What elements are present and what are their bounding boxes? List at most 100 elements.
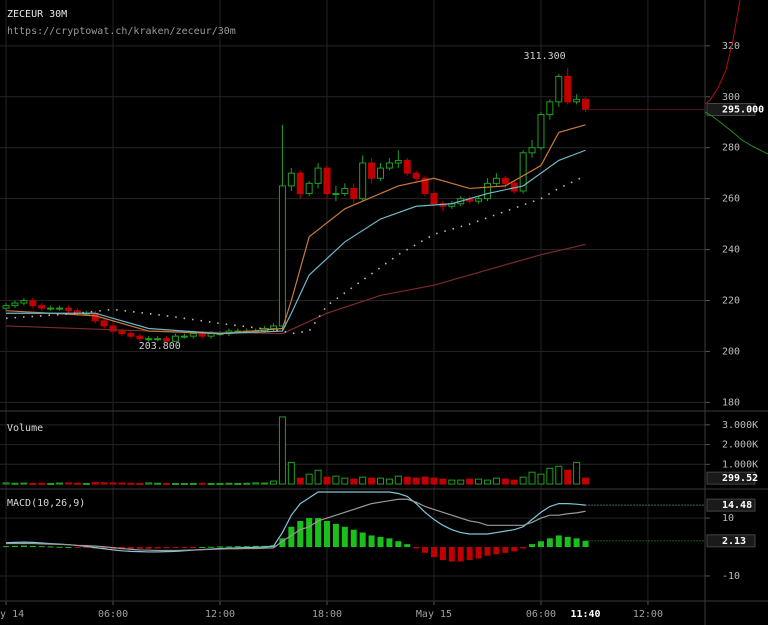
candle-body (38, 305, 46, 309)
y-tick-label: -10 (722, 571, 740, 582)
macd-histogram-bar (315, 518, 322, 548)
macd-histogram-bar (234, 546, 241, 548)
volume-bar (430, 477, 438, 485)
marks-layer: May 14 06:00 12:00 18:00 May 15 06:00 12:00 11:… (0, 41, 764, 620)
depth-bids (704, 0, 741, 105)
volume-bar (56, 482, 64, 485)
y-tick-label: 3.000K (722, 420, 758, 431)
x-tick-label: May 15 (416, 609, 452, 620)
candle-body (519, 152, 527, 192)
candle-body (537, 114, 545, 149)
macd-histogram-bar (145, 547, 152, 549)
macd-histogram-bar (306, 518, 313, 548)
volume-bar (278, 416, 286, 485)
macd-histogram-bar (74, 547, 81, 549)
candle-body (573, 98, 581, 103)
macd-histogram-bar (163, 547, 170, 549)
macd-histogram-bar (190, 547, 197, 549)
volume-bar (421, 476, 429, 485)
last-price-label-box (706, 103, 756, 117)
volume-bar (528, 471, 536, 485)
volume-bar (492, 477, 500, 485)
macd-histogram-bar (65, 547, 72, 549)
macd-histogram-bar (564, 536, 571, 548)
volume-bar (546, 467, 554, 485)
candle-body (582, 98, 590, 111)
macd-histogram-bar (20, 545, 27, 548)
candle-body (145, 338, 153, 341)
macd-histogram-bar (225, 546, 232, 548)
volume-bar (225, 482, 233, 485)
volume-bar (573, 461, 581, 485)
candle-body (29, 299, 37, 307)
volume-bar (252, 482, 260, 485)
volume-bar (163, 482, 171, 485)
candle-body (287, 172, 295, 187)
candle-body (501, 177, 509, 184)
y-tick-label: 10 (722, 513, 734, 524)
volume-bar (403, 476, 411, 485)
volume-bar (100, 482, 108, 485)
volume-bar (243, 482, 251, 485)
last-volume-label: 299.52 (722, 473, 758, 484)
volume-bar (448, 479, 456, 485)
candle-body (56, 307, 64, 310)
macd-last-label: 2.13 (722, 536, 746, 547)
macd-histogram-bar (127, 547, 134, 550)
macd-histogram-bar (47, 546, 54, 548)
volume-bar (394, 475, 402, 485)
candle-body (270, 325, 278, 330)
overlay-line (6, 174, 586, 335)
volume-bar (510, 479, 518, 485)
macd-histogram-bar (154, 547, 161, 549)
volume-bar (582, 477, 590, 485)
x-tick-label: 18:00 (312, 609, 342, 620)
volume-bar (287, 461, 295, 485)
macd-histogram-bar (243, 546, 250, 548)
candle-body (483, 182, 491, 200)
macd-line (6, 498, 586, 552)
candle-body (163, 338, 171, 342)
x-tick-label: 06:00 (526, 609, 556, 620)
y-tick-label: 300 (722, 92, 740, 103)
macd-histogram-bar (404, 544, 411, 548)
candle-body (430, 193, 438, 205)
y-tick-label: 1.000K (722, 459, 758, 470)
candle-body (314, 167, 322, 184)
macd-histogram-bar (288, 526, 295, 548)
chart-subtitle: https://cryptowat.ch/kraken/zeceur/30m (7, 26, 236, 37)
candle-body (64, 307, 72, 312)
macd-histogram-bar (573, 538, 580, 548)
candle-body (555, 75, 563, 103)
volume-bar (564, 469, 572, 485)
candle-body (189, 333, 197, 337)
macd-histogram-bar (555, 535, 562, 548)
volume-bar (29, 482, 37, 485)
candle-body (323, 167, 331, 195)
candle-body (127, 333, 135, 337)
macd-histogram-bar (252, 545, 259, 548)
candle-body (20, 299, 28, 304)
volume-bar (154, 482, 162, 485)
volume-bar (466, 478, 474, 485)
macd-histogram-bar (38, 546, 45, 548)
macd-histogram-bar (529, 544, 536, 548)
macd-histogram-bar (217, 546, 224, 548)
candle-body (528, 147, 536, 154)
macd-histogram-bar (29, 545, 36, 548)
volume-bar (439, 478, 447, 485)
macd-histogram-bar (582, 540, 589, 548)
macd-histogram-bar (199, 547, 206, 549)
volume-bar (475, 478, 483, 485)
last-volume-label-box (706, 471, 756, 485)
y-tick-label: 260 (722, 194, 740, 205)
candle-body (394, 159, 402, 164)
volume-bar (376, 477, 384, 485)
volume-bar (118, 482, 126, 485)
volume-bar (216, 482, 224, 485)
extreme-label: 203.800 (139, 341, 181, 352)
candle-body (385, 162, 393, 169)
macd-histogram-bar (341, 526, 348, 548)
y-tick-label: 180 (722, 397, 740, 408)
